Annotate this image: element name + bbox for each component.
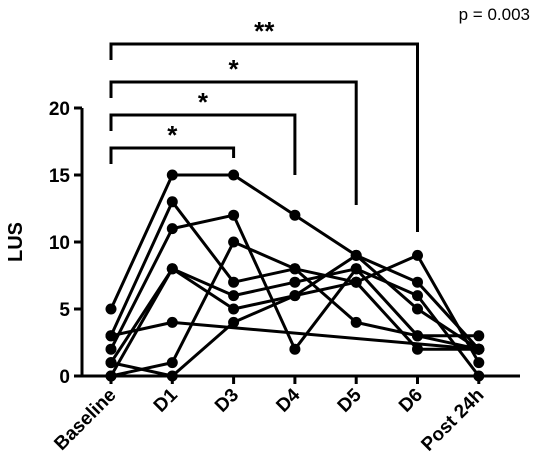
significance-brackets: ***** — [109, 16, 419, 232]
data-point — [289, 263, 301, 275]
significance-marker: * — [229, 54, 240, 84]
x-tick-label: D5 — [334, 384, 366, 416]
data-point — [473, 330, 485, 342]
data-point — [228, 303, 240, 315]
data-point — [412, 343, 423, 355]
data-point — [105, 330, 117, 342]
significance-bracket — [109, 80, 358, 205]
data-point — [228, 276, 240, 288]
data-point — [350, 249, 362, 261]
significance-marker: * — [198, 87, 209, 117]
data-point — [166, 316, 178, 328]
data-point — [289, 209, 301, 221]
data-point — [228, 290, 240, 302]
data-point — [412, 249, 423, 261]
data-point — [412, 290, 423, 302]
x-tick-label: Baseline — [50, 385, 120, 455]
data-point — [105, 343, 117, 355]
data-markers — [105, 169, 485, 382]
significance-marker: ** — [254, 16, 275, 46]
data-point — [289, 290, 301, 302]
y-tick-label: 20 — [49, 99, 70, 120]
data-point — [166, 223, 178, 235]
x-tick-label: D1 — [150, 384, 182, 416]
data-point — [228, 316, 240, 328]
y-tick-label: 10 — [49, 233, 70, 254]
data-point — [350, 276, 362, 288]
data-point — [289, 276, 301, 288]
p-value-label: p = 0.003 — [459, 5, 530, 24]
data-point — [350, 263, 362, 275]
data-point — [473, 357, 485, 369]
x-tick-label: D6 — [395, 385, 427, 417]
data-point — [105, 357, 117, 369]
data-point — [228, 169, 240, 181]
significance-bracket — [109, 113, 297, 175]
data-point — [228, 236, 240, 248]
data-point — [105, 303, 117, 315]
significance-bracket — [109, 42, 419, 232]
x-tick-label: D4 — [272, 384, 304, 416]
y-axis-label: LUS — [5, 222, 27, 262]
x-tick-label: D3 — [211, 385, 243, 417]
data-point — [412, 276, 423, 288]
significance-marker: * — [167, 120, 178, 150]
series-line-7 — [110, 240, 480, 378]
data-point — [473, 343, 485, 355]
x-tick-label: Post 24h — [417, 385, 488, 456]
significance-bracket — [109, 146, 236, 164]
data-point — [412, 330, 423, 342]
y-tick-label: 0 — [59, 367, 70, 388]
data-point — [412, 303, 423, 315]
data-point — [166, 263, 178, 275]
data-point — [289, 343, 301, 355]
y-tick-label: 5 — [59, 300, 70, 321]
data-point — [166, 196, 178, 208]
data-point — [166, 169, 178, 181]
data-point — [228, 209, 240, 221]
data-point — [166, 357, 178, 369]
data-point — [350, 316, 362, 328]
y-tick-label: 15 — [49, 166, 71, 187]
